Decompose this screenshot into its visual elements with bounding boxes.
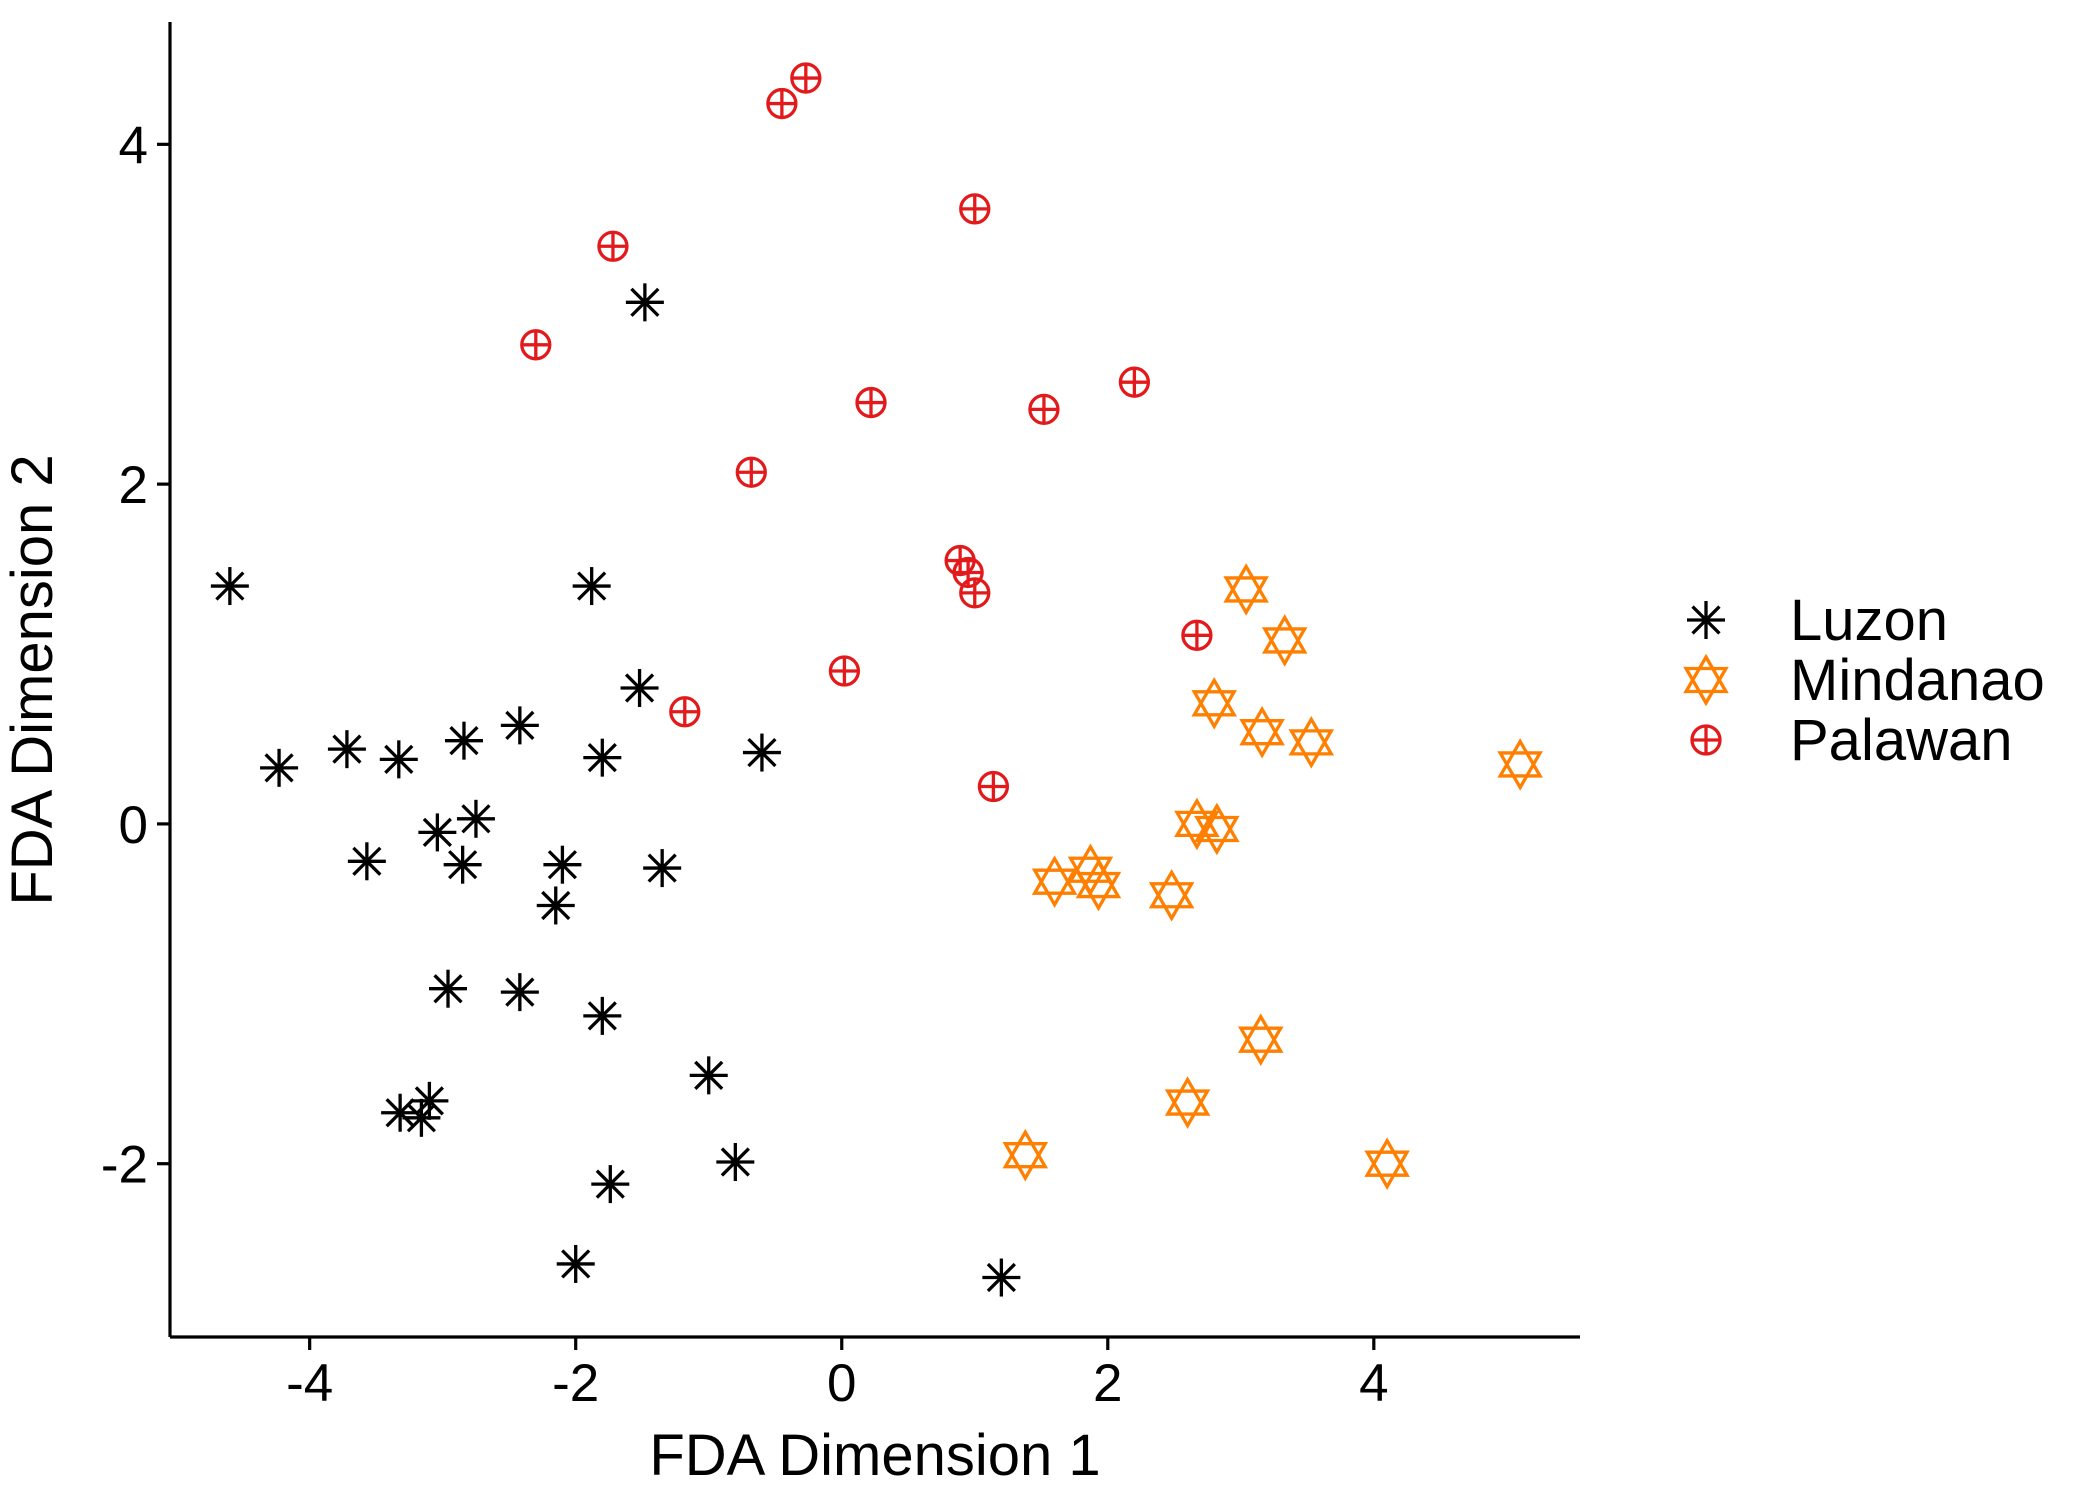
point-mindanao: [1031, 855, 1078, 908]
point-luzon: [347, 842, 386, 881]
x-tick-label: 4: [1359, 1354, 1388, 1413]
point-mindanao: [1148, 868, 1195, 922]
point-palawan: [828, 655, 861, 687]
point-mindanao: [1497, 738, 1543, 791]
point-mindanao: [1191, 676, 1237, 730]
x-tick-label: 2: [1093, 1354, 1122, 1413]
x-tick-label: 0: [827, 1354, 856, 1413]
point-palawan: [1028, 393, 1060, 426]
point-mindanao: [1261, 614, 1308, 667]
y-tick-label: 0: [119, 796, 148, 855]
point-mindanao: [1364, 1137, 1410, 1191]
legend-key-mindanao: [1683, 653, 1729, 707]
point-luzon: [982, 1258, 1021, 1297]
point-luzon: [500, 973, 539, 1012]
point-luzon: [591, 1165, 630, 1204]
point-palawan: [959, 193, 991, 225]
point-palawan: [790, 62, 822, 94]
point-mindanao: [1075, 858, 1122, 912]
points-layer: [210, 62, 1543, 1297]
y-tick-label: 4: [119, 116, 148, 175]
series-mindanao: [1002, 563, 1543, 1191]
point-luzon: [456, 799, 495, 838]
point-luzon: [583, 996, 622, 1035]
legend-item-mindanao: Mindanao: [1683, 648, 2045, 713]
x-ticks: -4 -2 0 2 4: [286, 1337, 1389, 1413]
legend-label: Palawan: [1790, 708, 2012, 773]
point-luzon: [443, 845, 482, 884]
point-luzon: [402, 1098, 441, 1137]
point-luzon: [572, 567, 611, 606]
axes: -4 -2 0 2 4 -2 0 2 4 FDA Dimension 1 FDA Dimens…: [0, 22, 1580, 1488]
y-tick-label: -2: [101, 1136, 148, 1195]
point-palawan: [1118, 366, 1151, 398]
x-tick-label: -2: [552, 1354, 599, 1413]
point-palawan: [520, 329, 552, 361]
y-axis-title: FDA Dimension 2: [0, 454, 65, 905]
point-mindanao: [1237, 1013, 1284, 1066]
point-luzon: [583, 738, 622, 777]
point-luzon: [625, 283, 664, 322]
point-mindanao: [1223, 563, 1269, 616]
point-palawan: [735, 456, 767, 488]
point-luzon: [543, 845, 582, 884]
y-tick-label: 2: [119, 456, 148, 515]
point-palawan: [959, 577, 991, 609]
point-luzon: [327, 730, 366, 769]
series-luzon: [210, 283, 1021, 1297]
point-palawan: [766, 87, 798, 120]
point-palawan: [669, 696, 701, 728]
legend-label: Mindanao: [1790, 648, 2045, 713]
point-luzon: [556, 1244, 595, 1283]
point-luzon: [742, 733, 781, 772]
point-luzon: [260, 748, 299, 787]
point-luzon: [429, 969, 468, 1008]
point-luzon: [210, 567, 249, 606]
point-mindanao: [1194, 802, 1240, 856]
point-palawan: [597, 230, 629, 262]
x-axis-title: FDA Dimension 1: [649, 1423, 1100, 1488]
y-ticks: -2 0 2 4: [101, 116, 170, 1195]
point-luzon: [500, 706, 539, 745]
point-luzon: [536, 886, 575, 925]
point-luzon: [418, 813, 457, 852]
x-tick-label: -4: [286, 1354, 333, 1413]
legend-key-palawan: [1690, 724, 1722, 756]
point-palawan: [1181, 619, 1213, 651]
legend-label: Luzon: [1790, 588, 1948, 653]
legend-key-luzon: [1687, 601, 1725, 639]
point-mindanao: [1164, 1076, 1211, 1129]
point-luzon: [689, 1056, 728, 1095]
legend-item-palawan: Palawan: [1690, 708, 2012, 773]
point-luzon: [379, 740, 418, 779]
point-palawan: [977, 770, 1010, 803]
series-palawan: [520, 62, 1213, 803]
point-luzon: [716, 1143, 755, 1182]
point-mindanao: [1288, 716, 1335, 769]
point-mindanao: [1239, 705, 1285, 759]
point-luzon: [620, 668, 659, 707]
point-palawan: [855, 386, 887, 419]
point-mindanao: [1002, 1128, 1049, 1182]
point-luzon: [643, 849, 682, 888]
legend-item-luzon: Luzon: [1687, 588, 1948, 653]
point-luzon: [444, 721, 483, 760]
